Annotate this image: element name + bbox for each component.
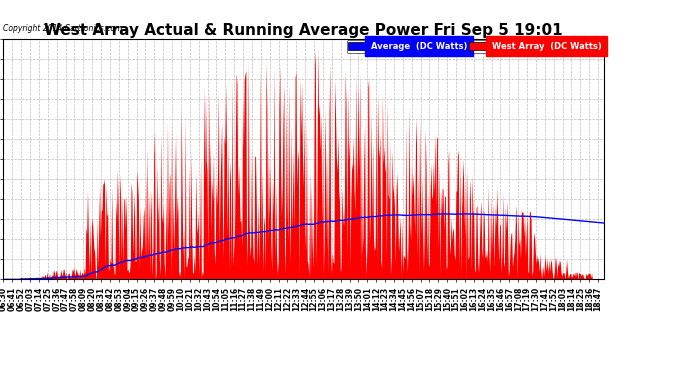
Text: Copyright 2014 Cartronics.com: Copyright 2014 Cartronics.com bbox=[3, 24, 123, 33]
Legend: Average  (DC Watts), West Array  (DC Watts): Average (DC Watts), West Array (DC Watts… bbox=[347, 40, 603, 53]
Title: West Array Actual & Running Average Power Fri Sep 5 19:01: West Array Actual & Running Average Powe… bbox=[44, 23, 563, 38]
